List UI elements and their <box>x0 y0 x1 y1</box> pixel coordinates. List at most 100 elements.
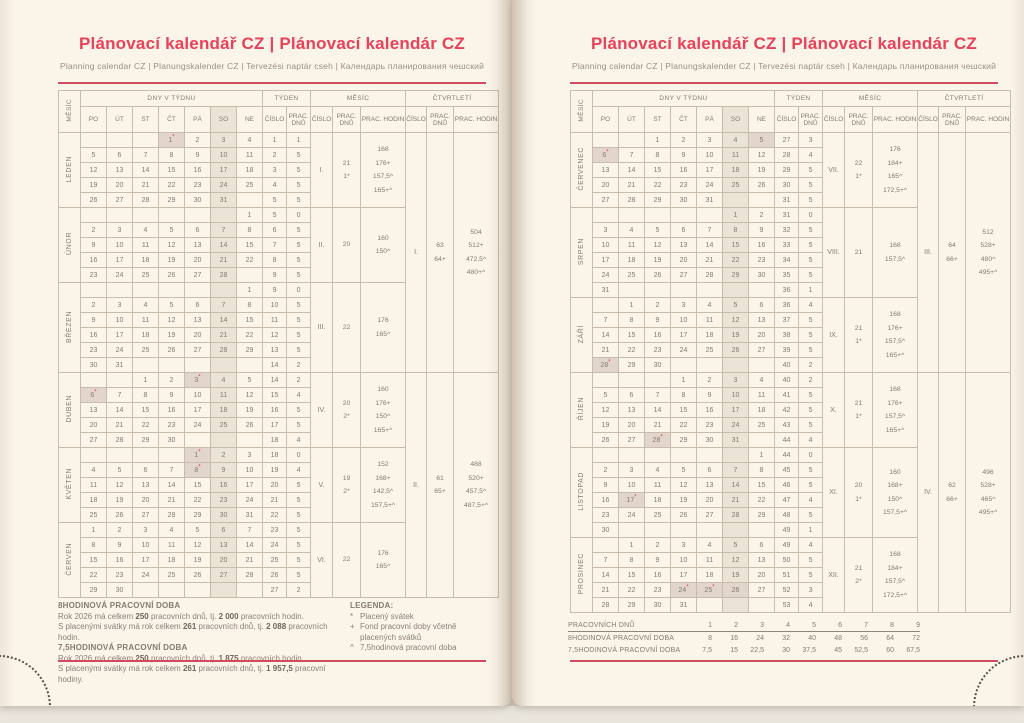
week-working-days: 5 <box>286 162 312 178</box>
day-cell: 27 <box>592 192 619 208</box>
day-cell: 18 <box>158 552 185 568</box>
day-cell: 24 <box>670 342 697 358</box>
day-cell: 12 <box>644 237 671 253</box>
month-working-days: 20 2* <box>332 372 362 448</box>
week-working-days: 4 <box>798 297 824 313</box>
col-header: ČÍSLO <box>310 106 334 133</box>
day-cell: 7 <box>106 387 133 403</box>
hours-table-row: 7,5HODINOVÁ PRACOVNÍ DOBA 7,5 15 22,5 30 37,5… <box>568 644 920 656</box>
day-cell: 13 <box>592 162 619 178</box>
week-working-days: 5 <box>798 567 824 583</box>
day-cell: 6 <box>210 522 237 538</box>
day-cell: 18 <box>132 252 159 268</box>
day-cell: 10 <box>106 237 133 253</box>
day-cell: 15 <box>235 312 264 328</box>
day-cell <box>696 357 723 373</box>
footer-rule <box>570 660 998 662</box>
day-cell: 13 <box>132 477 159 493</box>
day-cell: 29 <box>618 597 645 613</box>
day-cell: 9 <box>696 387 723 403</box>
week-number: 12 <box>262 327 288 343</box>
day-cell: 6 <box>747 297 776 313</box>
week-working-days: 5 <box>798 327 824 343</box>
week-working-days: 5 <box>286 252 312 268</box>
day-cell: 26 <box>722 342 749 358</box>
week-number: 14 <box>262 357 288 373</box>
day-cell <box>670 522 697 538</box>
day-cell: 9 <box>210 462 237 478</box>
week-working-days: 5 <box>798 177 824 193</box>
paid-holiday-star: * <box>634 494 637 501</box>
day-cell: 10 <box>722 387 749 403</box>
month-label: DUBEN <box>58 372 81 448</box>
day-cell: 21 <box>210 327 237 343</box>
week-row: 27 28 29 30 18 4 <box>59 432 499 448</box>
day-cell: 30 <box>644 597 671 613</box>
month-number: V. <box>310 447 334 523</box>
week-row: 29 30 27 2 <box>59 582 499 598</box>
day-cell: 22 <box>644 177 671 193</box>
hours-table-value: 40 <box>808 634 816 642</box>
week-working-days: 5 <box>286 342 312 358</box>
day-cell: 26 <box>158 342 185 358</box>
day-cell: 16 <box>747 237 776 253</box>
quarter-working-hours: 488 520+ 457,5^ 487,5+^ <box>453 372 500 598</box>
col-header: PRAC. DNŮ <box>286 106 312 133</box>
week-number: 49 <box>774 522 800 538</box>
week-working-days: 5 <box>798 252 824 268</box>
day-cell: 9 <box>80 237 107 253</box>
day-cell: 9 <box>80 312 107 328</box>
day-cell: 28 <box>132 192 159 208</box>
planning-table-jan-jun: MĚSÍC DNY V TÝDNU TÝDEN MĚSÍC ČTVRTLETÍ PO ÚT S… <box>58 90 500 598</box>
week-row: 31 36 1 <box>571 282 1011 298</box>
day-cell: 18 <box>747 402 776 418</box>
day-cell: 11 <box>158 537 185 553</box>
week-number: 17 <box>262 417 288 433</box>
day-cell: 18 <box>235 162 264 178</box>
day-cell <box>696 207 723 223</box>
week-working-days: 5 <box>798 342 824 358</box>
week-number: 28 <box>774 147 800 163</box>
day-cell <box>210 582 237 598</box>
week-row: 27 28 29 30 31 31 5 <box>571 192 1011 208</box>
day-cell <box>235 582 264 598</box>
month-number: IV. <box>310 372 334 448</box>
day-cell: 24 <box>210 177 237 193</box>
day-cell: 28 <box>210 267 237 283</box>
day-cell <box>670 207 697 223</box>
day-cell: 20 <box>184 252 211 268</box>
week-row: 5 6 7 8 9 10 11 41 5 <box>571 387 1011 403</box>
day-cell <box>592 537 619 553</box>
day-cell: 17 <box>132 552 159 568</box>
week-working-days: 4 <box>286 387 312 403</box>
day-cell: 24 <box>592 267 619 283</box>
day-cell: 23 <box>80 267 107 283</box>
week-number: 20 <box>262 477 288 493</box>
day-cell <box>80 282 107 298</box>
month-column-header: MĚSÍC <box>58 90 81 133</box>
day-cell: 21 <box>132 177 159 193</box>
day-cell <box>235 357 264 373</box>
day-cell: 5 <box>592 387 619 403</box>
week-number: 13 <box>262 342 288 358</box>
day-cell: 26 <box>747 177 776 193</box>
day-cell: 26 <box>722 582 749 598</box>
day-cell: 14 <box>158 477 185 493</box>
legend-item: + Fond pracovní doby včetně placených svá… <box>350 622 486 643</box>
day-cell: 9 <box>592 477 619 493</box>
day-cell: 19 <box>158 327 185 343</box>
week-number: 32 <box>774 222 800 238</box>
day-cell: 20 <box>747 567 776 583</box>
week-number: 9 <box>262 282 288 298</box>
day-cell <box>747 357 776 373</box>
week-row: 2 3 4 5 6 7 8 10 5 <box>59 297 499 313</box>
hours-table-value: 30 <box>782 646 790 654</box>
quarter-working-hours: 504 512+ 472,5^ 480+^ <box>453 132 500 373</box>
week-row: 16 17 18 19 20 21 22 12 5 <box>59 327 499 343</box>
day-cell: 24 <box>106 342 133 358</box>
day-cell: 27 <box>184 267 211 283</box>
day-name-header: PO <box>592 106 619 133</box>
day-cell: 31 <box>722 432 749 448</box>
week-row: 15 16 17 18 19 20 21 25 5 <box>59 552 499 568</box>
col-header: ČÍSLO <box>405 106 428 133</box>
